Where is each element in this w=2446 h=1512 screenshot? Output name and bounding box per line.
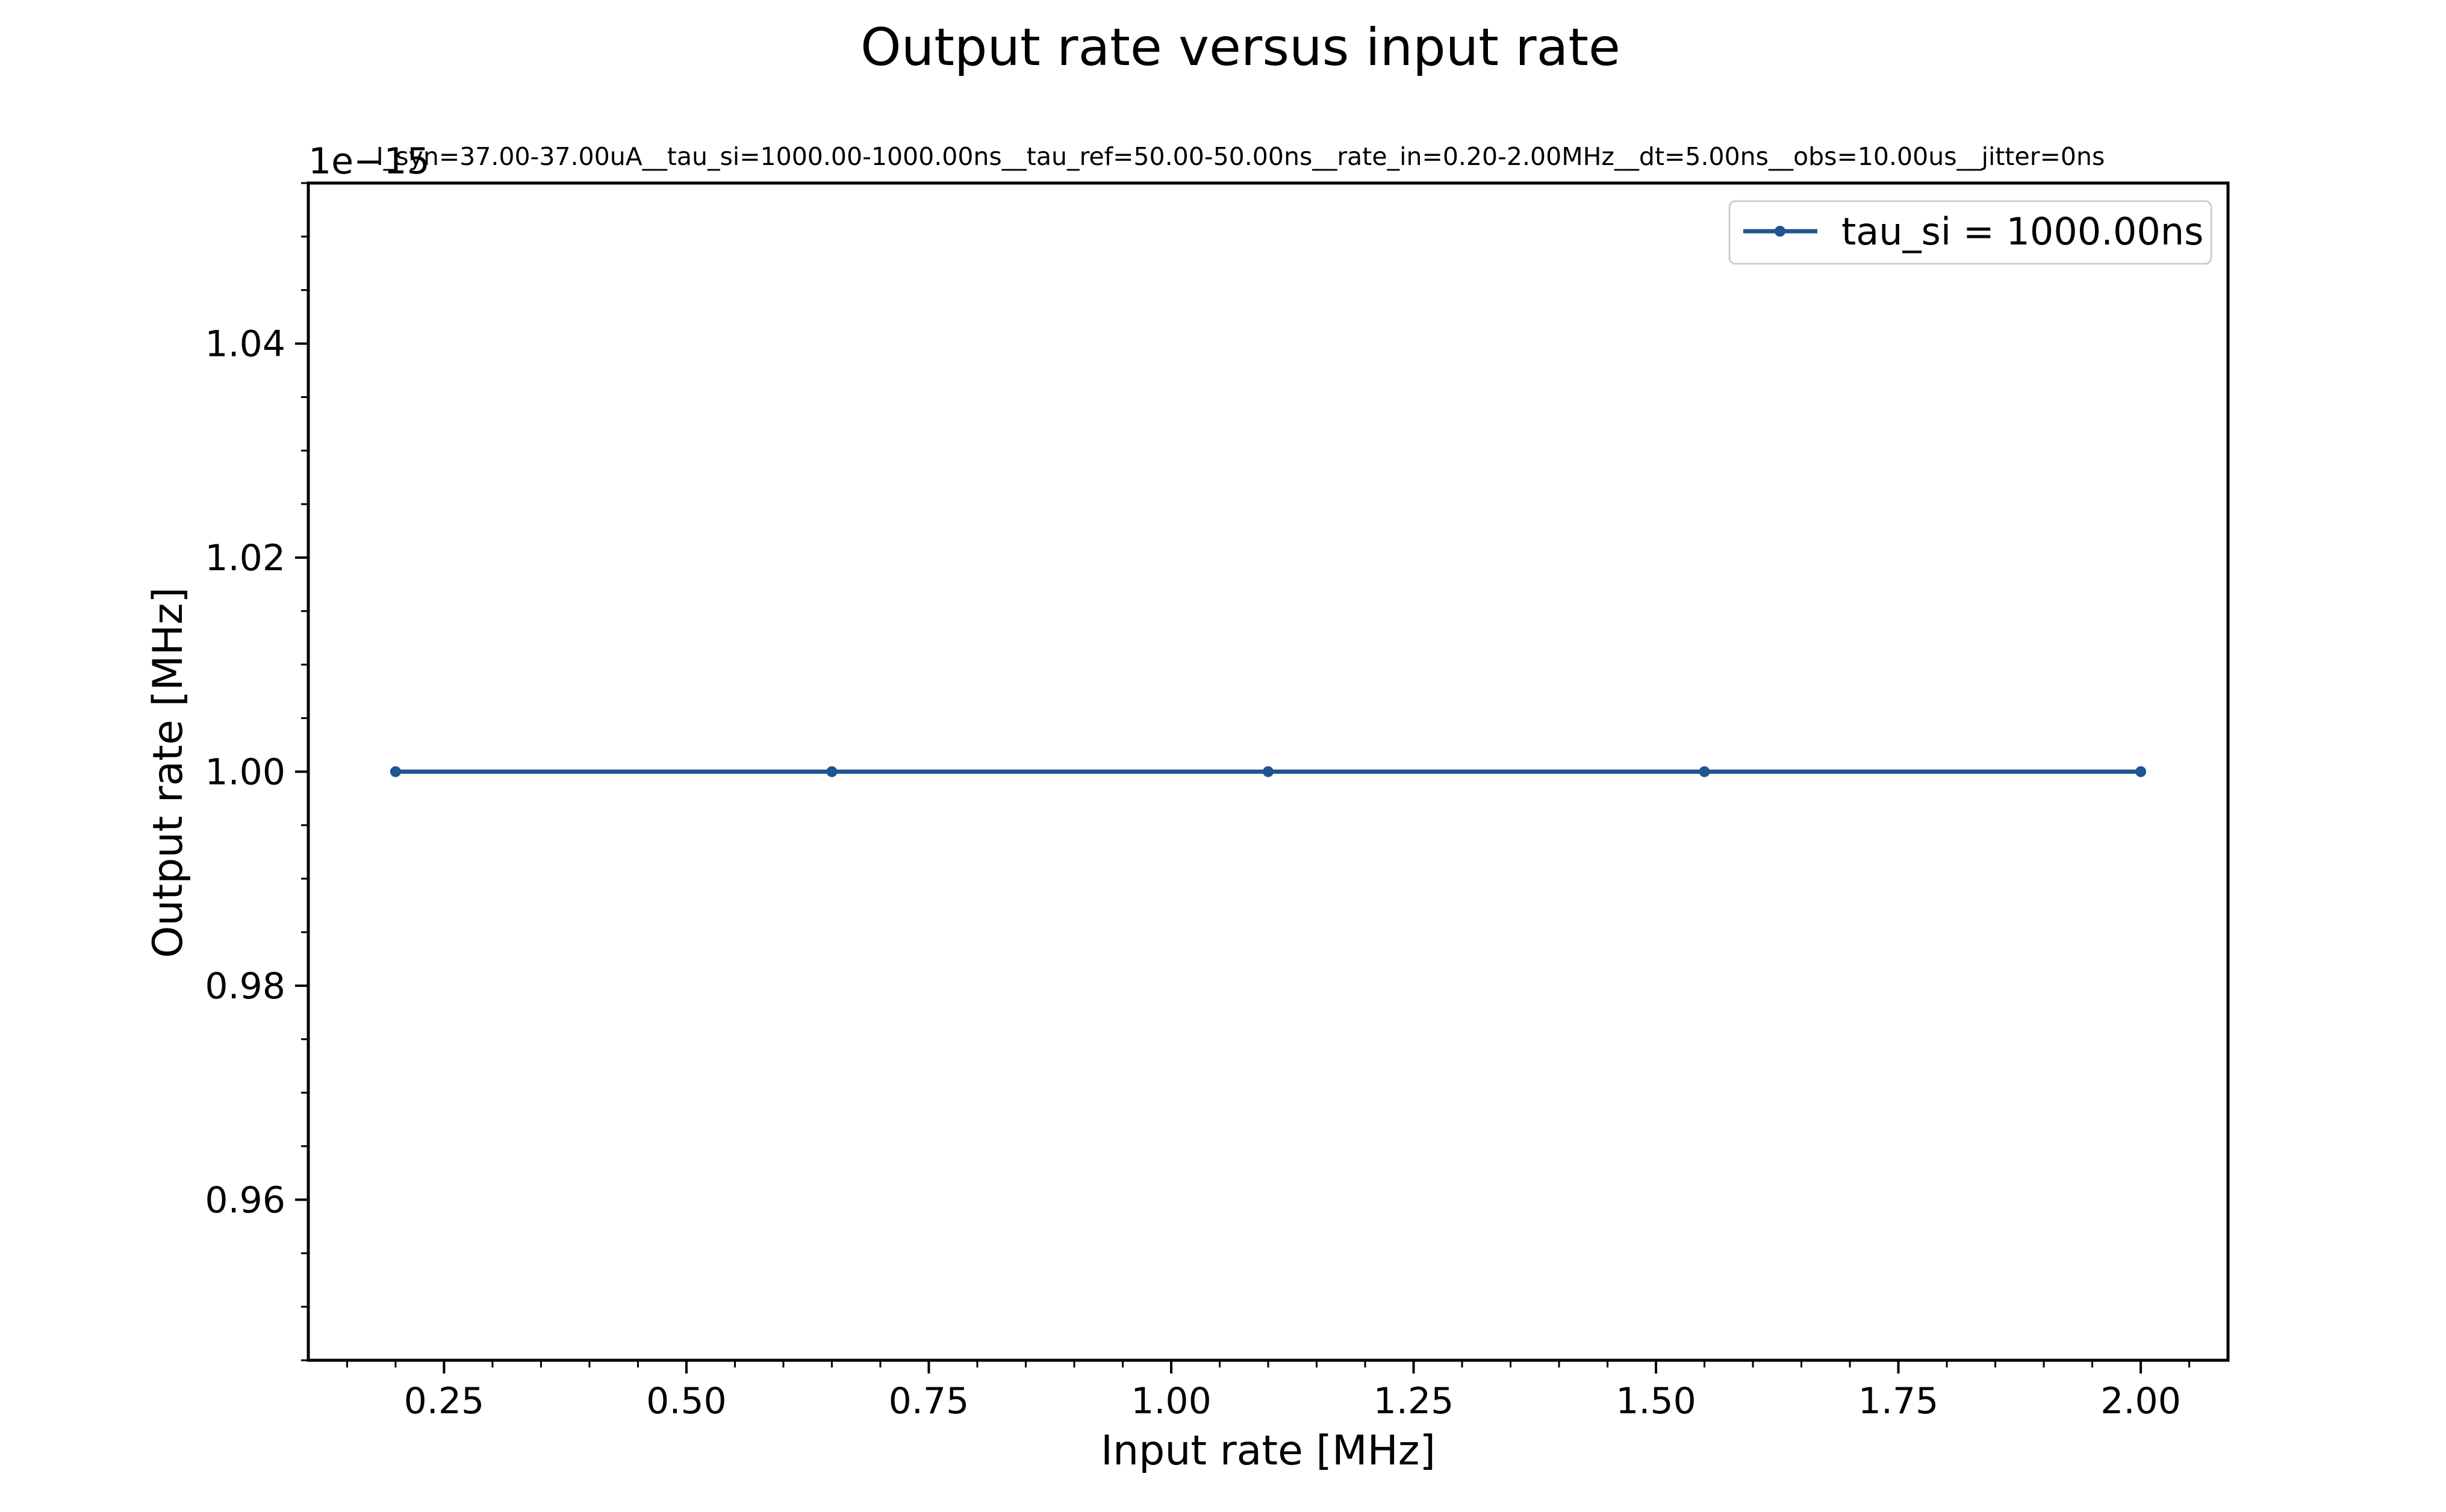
x-tick-label: 0.50: [646, 1380, 727, 1422]
data-point: [390, 766, 401, 777]
y-offset-text: 1e−15: [308, 140, 430, 182]
y-axis-label: Output rate [MHz]: [145, 587, 192, 958]
chart-subtitle: I_syn=37.00-37.00uA__tau_si=1000.00-1000…: [376, 142, 2105, 171]
x-axis: 0.25 0.50 0.75 1.00 1.25 1.50 1.75 2.00: [404, 1360, 2181, 1422]
series-layer: [390, 766, 2147, 777]
x-tick-label: 2.00: [2100, 1380, 2181, 1422]
x-tick-label: 1.25: [1374, 1380, 1454, 1422]
legend-marker-swatch: [1775, 226, 1785, 237]
x-tick-label: 1.00: [1131, 1380, 1212, 1422]
x-tick-label: 1.50: [1616, 1380, 1696, 1422]
x-axis-label: Input rate [MHz]: [1101, 1427, 1436, 1475]
legend: tau_si = 1000.00ns: [1728, 200, 2212, 265]
y-tick-label: 1.04: [205, 323, 285, 366]
x-tick-label: 1.75: [1858, 1380, 1939, 1422]
x-tick-label: 0.25: [404, 1380, 485, 1422]
chart-title: Output rate versus input rate: [860, 17, 1620, 78]
data-point: [2135, 766, 2147, 777]
y-axis: 0.96 0.98 1.00 1.02 1.04: [205, 323, 308, 1221]
plot-frame: [307, 181, 2230, 1362]
x-tick-label: 0.75: [889, 1380, 969, 1422]
data-point: [1699, 766, 1710, 777]
y-tick-label: 1.02: [205, 537, 285, 579]
data-point: [1263, 766, 1274, 777]
y-tick-label: 1.00: [205, 751, 285, 794]
y-tick-label: 0.96: [205, 1179, 285, 1221]
legend-label: tau_si = 1000.00ns: [1841, 210, 2203, 254]
y-tick-label: 0.98: [205, 965, 285, 1007]
legend-box: [1728, 200, 2212, 265]
data-point: [826, 766, 838, 777]
